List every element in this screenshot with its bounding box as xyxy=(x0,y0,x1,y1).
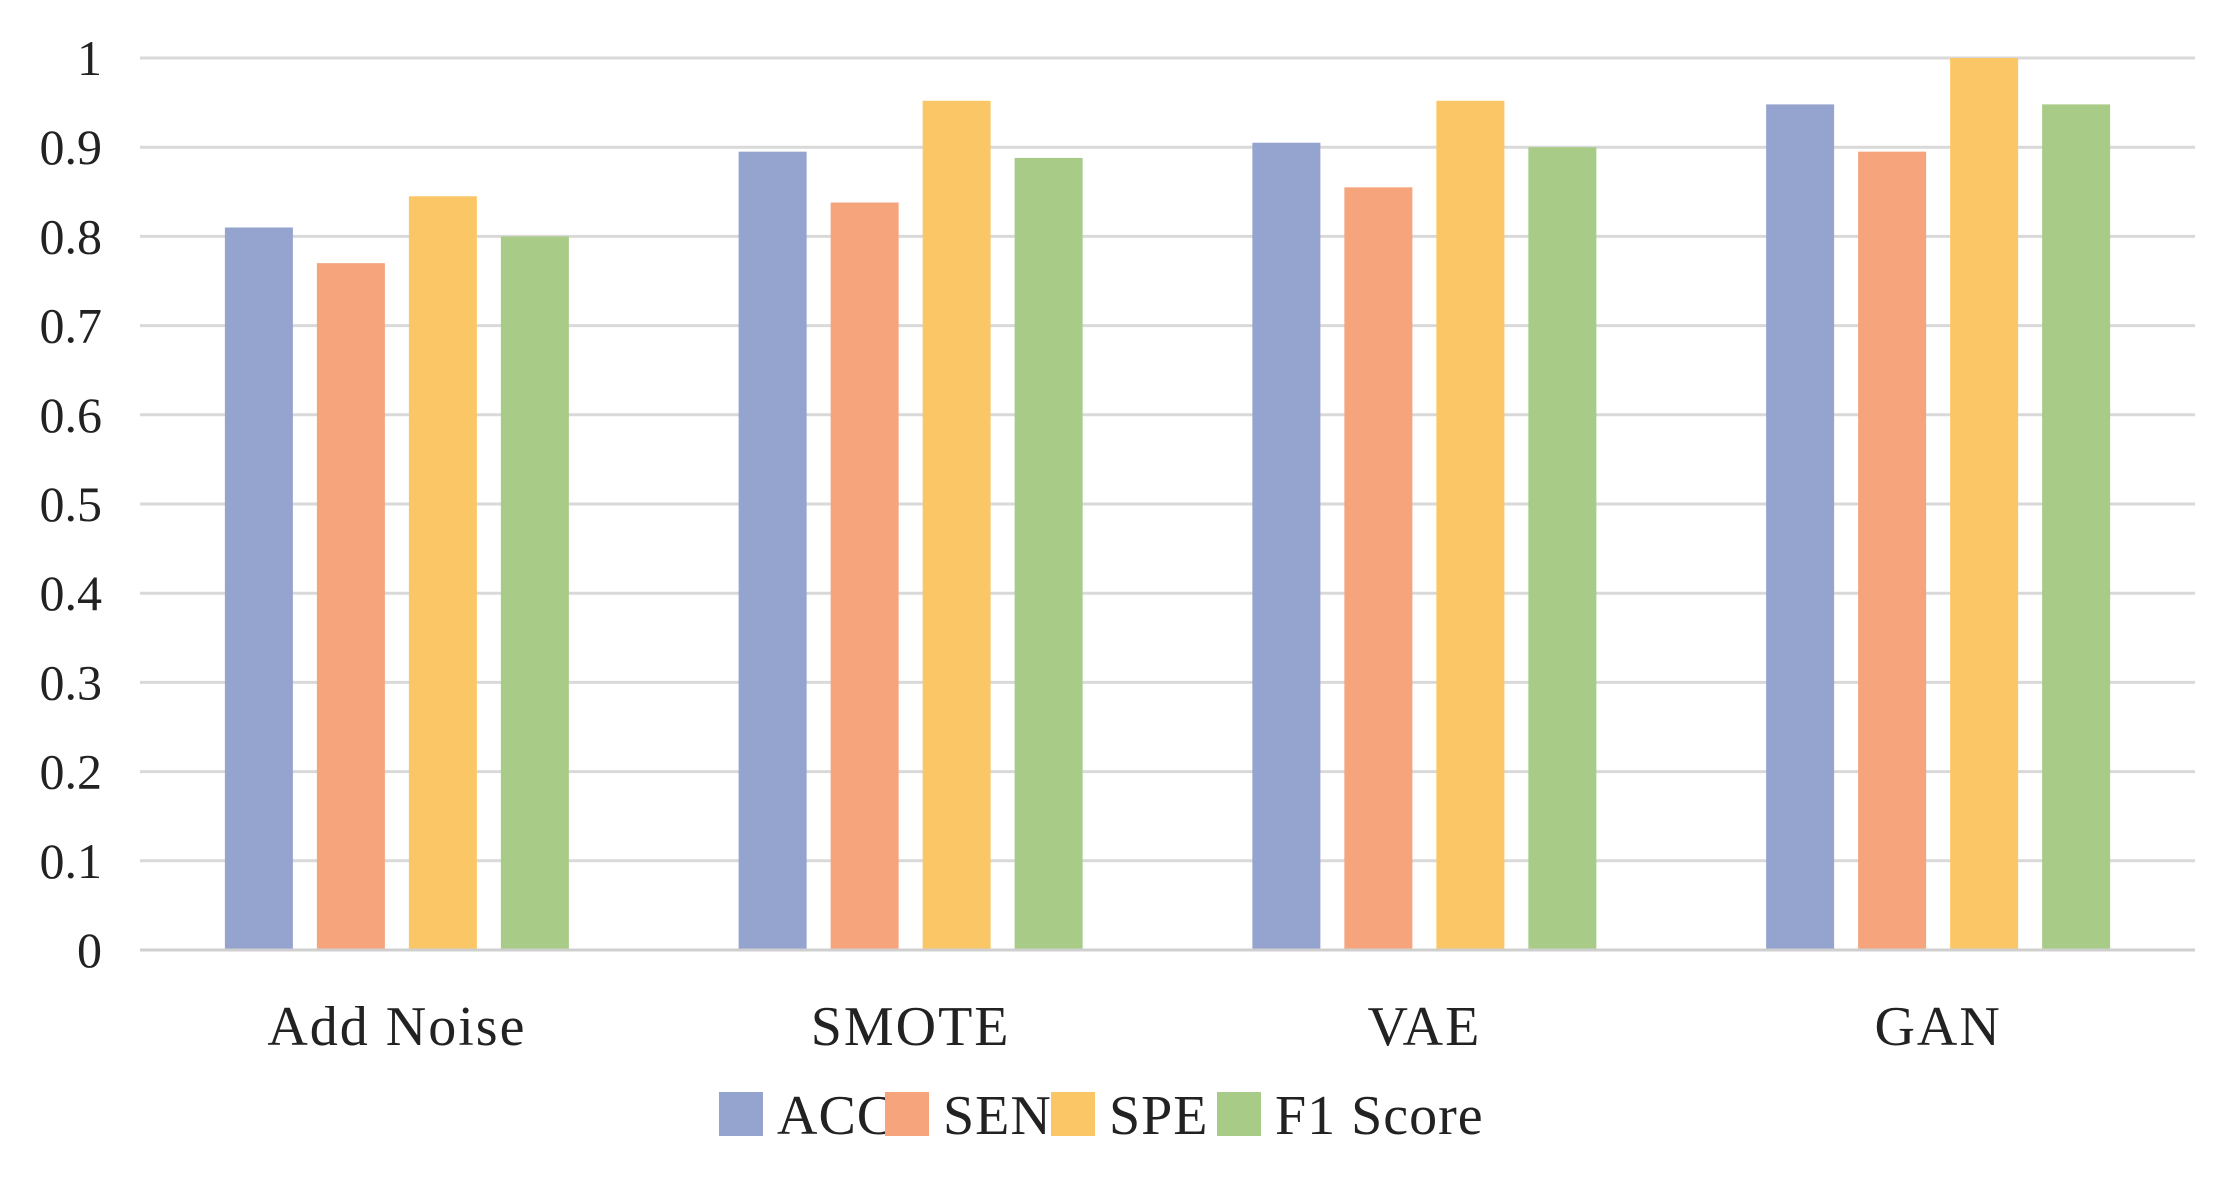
x-axis-category-labels: Add Noise SMOTE VAE GAN xyxy=(267,996,2001,1058)
legend-swatch-acc xyxy=(719,1092,763,1136)
bar-spe-smote xyxy=(922,100,991,951)
y-tick-label: 0.2 xyxy=(40,744,103,800)
bar-sen-smote xyxy=(830,202,899,950)
bar-acc-vae xyxy=(1252,142,1321,951)
y-tick-label: 0.9 xyxy=(40,119,103,175)
bar-sen-vae xyxy=(1344,187,1413,951)
bar-acc-smote xyxy=(738,151,807,950)
legend-swatch-sen xyxy=(885,1092,929,1136)
bars xyxy=(224,58,2111,951)
bar-f1-score-add-noise xyxy=(500,236,569,950)
bar-f1-score-vae xyxy=(1528,147,1597,950)
x-category-label: VAE xyxy=(1367,996,1481,1058)
y-tick-label: 0.7 xyxy=(40,298,103,354)
legend-swatch-f1-score xyxy=(1217,1092,1261,1136)
y-tick-label: 0.6 xyxy=(40,387,103,443)
y-tick-label: 0.3 xyxy=(40,654,103,710)
legend-label-f1-score: F1 Score xyxy=(1275,1085,1484,1147)
legend-label-acc: ACC xyxy=(777,1085,895,1147)
legend-label-spe: SPE xyxy=(1109,1085,1209,1147)
y-tick-label: 0.1 xyxy=(40,833,103,889)
bar-sen-gan xyxy=(1858,151,1927,950)
y-tick-label: 0 xyxy=(77,922,102,978)
y-axis-tick-labels: 0 0.1 0.2 0.3 0.4 0.5 0.6 0.7 0.8 0.9 1 xyxy=(40,30,103,978)
x-category-label: GAN xyxy=(1874,996,2001,1058)
y-tick-label: 0.4 xyxy=(40,565,103,621)
y-tick-label: 0.5 xyxy=(40,476,103,532)
bar-spe-add-noise xyxy=(408,196,477,950)
legend-label-sen: SEN xyxy=(943,1085,1052,1147)
bar-f1-score-gan xyxy=(2042,104,2111,950)
bar-acc-gan xyxy=(1766,104,1835,950)
legend: ACC SEN SPE F1 Score xyxy=(719,1085,1484,1147)
x-category-label: SMOTE xyxy=(811,996,1011,1058)
bar-spe-vae xyxy=(1436,100,1505,951)
gridlines xyxy=(140,56,2195,863)
x-category-label: Add Noise xyxy=(267,996,526,1058)
bar-spe-gan xyxy=(1950,58,2019,950)
y-tick-label: 1 xyxy=(77,30,102,86)
y-tick-label: 0.8 xyxy=(40,208,103,264)
bar-acc-add-noise xyxy=(224,227,293,951)
bar-sen-add-noise xyxy=(316,263,385,950)
legend-swatch-spe xyxy=(1051,1092,1095,1136)
bar-f1-score-smote xyxy=(1014,157,1083,951)
